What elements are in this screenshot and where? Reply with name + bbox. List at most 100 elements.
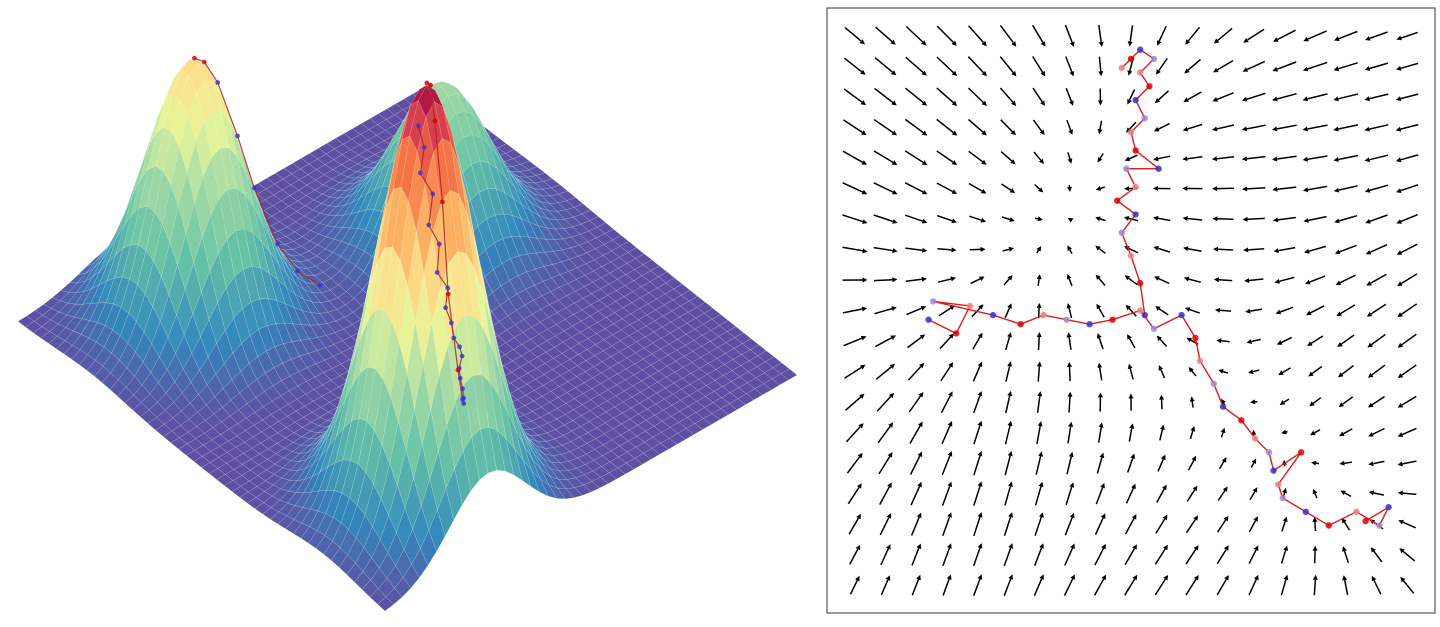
quiver-arrow [1400, 576, 1415, 594]
quiver-trajectory-branch-point [1114, 197, 1121, 204]
quiver-arrow [904, 118, 928, 136]
quiver-arrow-shaft [1156, 488, 1165, 503]
quiver-arrow-head [1040, 70, 1046, 77]
quiver-arrow-shaft [1188, 278, 1201, 283]
quiver-arrow [843, 335, 867, 347]
quiver-arrow-head [977, 420, 983, 427]
quiver-arrow-head [1211, 156, 1218, 162]
quiver-arrow-shaft [971, 307, 981, 318]
quiver-arrow-shaft [938, 307, 952, 317]
quiver-arrow-head [948, 391, 953, 397]
surface-cell [608, 467, 626, 480]
quiver-arrow-head [977, 450, 983, 457]
quiver-arrow-head [892, 248, 898, 254]
quiver-arrow-shaft [844, 27, 862, 42]
quiver-arrow-shaft [1065, 486, 1073, 506]
quiver-arrow [972, 361, 983, 382]
quiver-arrow [1000, 119, 1016, 136]
quiver-arrow-head [1306, 310, 1312, 316]
quiver-arrow-head [1098, 422, 1104, 428]
surface-trajectory-main-point [445, 291, 451, 297]
quiver-arrow-shaft [1314, 521, 1317, 532]
quiver-arrow-head [1243, 247, 1249, 253]
quiver-arrow [1342, 575, 1349, 596]
quiver-arrow-shaft [1036, 425, 1041, 445]
quiver-arrow-head [1342, 575, 1348, 581]
surface-cell [711, 408, 729, 420]
quiver-arrow-head [1282, 487, 1287, 494]
quiver-arrow [1036, 246, 1042, 254]
quiver-arrow [911, 574, 921, 596]
quiver-arrow-head [951, 189, 958, 194]
quiver-arrow-head [860, 69, 866, 75]
quiver-arrow-head [1244, 278, 1250, 283]
quiver-arrow [845, 423, 864, 443]
quiver-arrow-head [1098, 41, 1104, 47]
quiver-arrow-head [862, 277, 868, 283]
quiver-arrow-shaft [1338, 214, 1358, 222]
quiver-arrow [1126, 453, 1135, 473]
quiver-arrow [1095, 245, 1106, 254]
quiver-arrow-shaft [1004, 425, 1011, 445]
quiver-arrow-shaft [911, 547, 920, 566]
quiver-arrow-head [1223, 515, 1229, 522]
surface-trajectory-main-point [457, 344, 462, 350]
quiver-arrow [1333, 93, 1359, 102]
quiver-arrow-head [1124, 275, 1131, 281]
quiver-arrow-head [855, 544, 861, 551]
quiver-trajectory-main-point [953, 330, 960, 337]
quiver-arrow-shaft [843, 57, 863, 73]
quiver-arrow-head [1098, 71, 1104, 77]
quiver-arrow [970, 276, 985, 285]
quiver-arrow-head [1396, 188, 1402, 193]
quiver-arrow [1333, 124, 1359, 132]
quiver-arrow [1397, 303, 1418, 318]
quiver-arrow-head [1274, 278, 1280, 284]
quiver-arrow [1064, 543, 1075, 566]
quiver-arrow-shaft [1000, 151, 1013, 162]
quiver-arrow-head [1067, 217, 1074, 223]
quiver-trajectory-main-point [1279, 494, 1287, 502]
quiver-arrow-head [1129, 423, 1135, 429]
quiver-arrow-head [921, 130, 928, 136]
quiver-arrow-shaft [1125, 487, 1135, 504]
quiver-trajectory-branch-point [1141, 115, 1149, 122]
quiver-arrow [1066, 332, 1072, 350]
quiver-arrow [911, 543, 922, 566]
quiver-arrow-head [1396, 65, 1402, 71]
quiver-arrow [1311, 460, 1320, 466]
quiver-arrow-shaft [1338, 124, 1359, 130]
quiver-trajectory-main-point [1252, 435, 1259, 442]
quiver-arrow [1364, 124, 1389, 132]
surface-cell [565, 487, 583, 499]
quiver-arrow-shaft [1098, 337, 1104, 350]
quiver-arrow-shaft [905, 56, 924, 73]
quiver-arrow-head [1070, 543, 1075, 550]
surface-cell [574, 484, 592, 496]
quiver-arrow [1218, 369, 1229, 374]
quiver-arrow-head [1068, 451, 1074, 458]
quiver-arrow [1156, 57, 1168, 75]
quiver-arrow-head [1272, 217, 1279, 223]
quiver-arrow-head [917, 451, 923, 458]
quiver-trajectory-main-point [1270, 467, 1277, 474]
quiver-arrow-head [1193, 575, 1199, 581]
quiver-arrow-head [1008, 512, 1013, 518]
quiver-arrow [1398, 519, 1417, 529]
quiver-arrow [1153, 246, 1171, 253]
quiver-arrow [1310, 429, 1321, 436]
quiver-arrow [1333, 62, 1358, 72]
quiver-arrow-head [1127, 41, 1133, 47]
quiver-arrow-shaft [1001, 183, 1012, 191]
surface-trajectory-secondary-point [201, 59, 207, 65]
quiver-arrow-shaft [1339, 274, 1357, 284]
quiver-arrow-shaft [968, 150, 984, 163]
quiver-arrow-head [951, 100, 958, 106]
quiver-arrow-head [1097, 128, 1103, 135]
quiver-arrow-shaft [1032, 119, 1043, 132]
quiver-arrow-shaft [842, 308, 863, 314]
quiver-arrow-head [978, 304, 984, 310]
quiver-arrow-shaft [1098, 367, 1103, 381]
quiver-arrow-head [1100, 513, 1106, 519]
quiver-arrow-head [1333, 66, 1340, 72]
